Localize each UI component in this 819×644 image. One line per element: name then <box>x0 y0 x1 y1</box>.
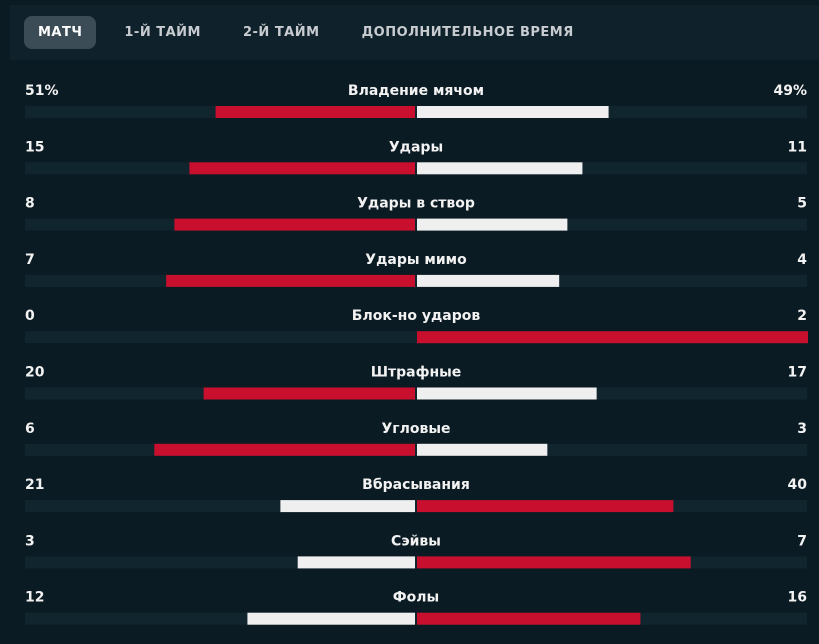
away-value: 4 <box>797 252 807 268</box>
bar-track <box>25 443 807 456</box>
tab[interactable]: ДОПОЛНИТЕЛЬНОЕ ВРЕМЯ <box>361 25 574 40</box>
bar-track <box>25 162 807 175</box>
away-value: 5 <box>797 196 807 212</box>
tab[interactable]: 2-Й ТАЙМ <box>242 25 320 40</box>
away-bar <box>417 556 691 569</box>
away-bar <box>417 331 808 344</box>
away-value: 16 <box>788 590 807 606</box>
away-value: 3 <box>797 421 807 437</box>
away-value: 49% <box>773 83 807 99</box>
bar-track <box>25 612 807 625</box>
away-bar <box>417 612 641 625</box>
stat-label: Блок-но ударов <box>352 308 481 324</box>
bar-track <box>25 500 807 513</box>
home-bar <box>166 274 415 287</box>
bar-track <box>25 218 807 231</box>
away-value: 11 <box>788 139 807 155</box>
stat-label: Удары <box>389 139 443 155</box>
home-value: 21 <box>25 477 44 493</box>
bar-track <box>25 274 807 287</box>
home-value: 6 <box>25 421 35 437</box>
home-bar <box>189 162 415 175</box>
home-value: 3 <box>25 533 35 549</box>
home-bar <box>280 500 415 513</box>
away-value: 17 <box>788 365 807 381</box>
home-value: 0 <box>25 308 35 324</box>
tab[interactable]: 1-Й ТАЙМ <box>124 25 201 40</box>
away-value: 2 <box>797 308 807 324</box>
stat-label: Штрафные <box>371 365 462 381</box>
away-bar <box>417 106 609 118</box>
away-value: 40 <box>788 477 808 493</box>
stat-label: Владение мячом <box>348 83 484 99</box>
home-bar <box>174 218 415 231</box>
tab-bar: МАТЧ 1-Й ТАЙМ 2-Й ТАЙМ ДОПОЛНИТЕЛЬНОЕ ВРЕМЯ <box>10 5 819 60</box>
away-bar <box>417 500 674 513</box>
home-bar <box>154 443 416 456</box>
home-value: 51% <box>25 83 59 99</box>
away-bar <box>417 443 548 456</box>
home-bar <box>215 106 415 118</box>
away-bar <box>417 218 568 231</box>
away-bar <box>417 387 597 400</box>
stat-label: Фолы <box>393 590 439 606</box>
stat-label: Угловые <box>382 421 451 437</box>
home-value: 12 <box>25 590 44 606</box>
bar-track <box>25 106 807 118</box>
home-value: 20 <box>25 365 45 381</box>
home-bar <box>203 387 415 400</box>
bar-track <box>25 387 807 400</box>
home-value: 15 <box>25 139 44 155</box>
stat-label: Удары в створ <box>357 196 475 212</box>
tab[interactable]: МАТЧ <box>24 16 97 49</box>
stat-label: Сэйвы <box>391 533 441 549</box>
home-value: 8 <box>25 196 35 212</box>
home-bar <box>297 556 415 569</box>
away-bar <box>417 274 560 287</box>
away-value: 7 <box>797 533 807 549</box>
stat-label: Удары мимо <box>365 252 467 268</box>
home-value: 7 <box>25 252 35 268</box>
home-bar <box>247 612 415 625</box>
away-bar <box>417 162 583 175</box>
stat-label: Вбрасывания <box>362 477 470 493</box>
